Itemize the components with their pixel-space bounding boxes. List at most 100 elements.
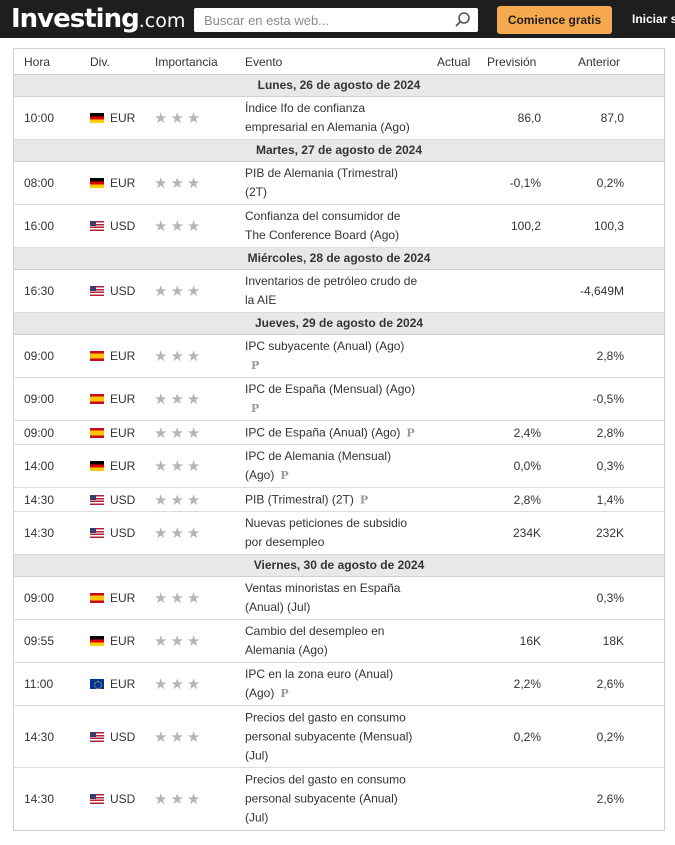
event-name-line: IPC de España (Mensual) (Ago) (245, 380, 435, 399)
header-forecast[interactable]: Previsión (487, 55, 537, 69)
currency-code: EUR (110, 425, 136, 440)
event-name-link[interactable]: Cambio del desempleo en Alemania (Ago) (245, 622, 435, 660)
event-name-text: (Anual) (Jul) (245, 600, 311, 614)
event-name-link[interactable]: Índice Ifo de confianza empresarial en Al… (245, 99, 435, 137)
table-row[interactable]: 08:00 EUR ★★★ PIB de Alemania (Trimestral) (… (14, 162, 664, 205)
event-name-text: Inventarios de petróleo crudo de (245, 274, 418, 288)
event-currency: EUR (90, 111, 135, 125)
event-name-line: Inventarios de petróleo crudo de (245, 272, 435, 291)
day-header: Lunes, 26 de agosto de 2024 (14, 75, 664, 97)
event-name-link[interactable]: IPC de España (Mensual) (Ago) P (245, 380, 435, 418)
table-row[interactable]: 11:00 EUR ★★★ IPC en la zona euro (Anual) (A… (14, 663, 664, 706)
search-icon[interactable] (454, 11, 472, 29)
event-name-link[interactable]: Precios del gasto en consumo personal sub… (245, 708, 435, 765)
event-currency: EUR (90, 459, 135, 473)
event-name-text: IPC de España (Anual) (Ago) (245, 425, 401, 439)
investing-logo[interactable]: Investing.com (11, 3, 185, 37)
header-event[interactable]: Evento (245, 55, 283, 69)
event-currency: EUR (90, 677, 135, 691)
event-name-text: PIB (Trimestral) (2T) (245, 492, 354, 506)
event-name-link[interactable]: IPC de Alemania (Mensual) (Ago) P (245, 447, 435, 485)
event-name-line: Precios del gasto en consumo (245, 771, 435, 790)
event-name-link[interactable]: PIB de Alemania (Trimestral) (2T) (245, 164, 435, 202)
event-name-link[interactable]: PIB (Trimestral) (2T) P (245, 490, 435, 509)
header-previous[interactable]: Anterior (578, 55, 621, 69)
preliminary-icon: P (251, 359, 260, 372)
flag-icon (90, 351, 104, 361)
start-free-button[interactable]: Comience gratis (497, 6, 612, 34)
event-name-link[interactable]: Precios del gasto en consumo personal sub… (245, 771, 435, 828)
event-name-line: P (245, 356, 435, 375)
event-name-link[interactable]: Ventas minoristas en España (Anual) (Jul) (245, 579, 435, 617)
forecast-value: 100,2 (510, 219, 541, 233)
event-name-line: The Conference Board (Ago) (245, 226, 435, 245)
login-link[interactable]: Iniciar s (632, 12, 675, 26)
event-name-line: la AIE (245, 291, 435, 310)
table-row[interactable]: 10:00 EUR ★★★ Índice Ifo de confianza empres… (14, 97, 664, 140)
flag-icon (90, 528, 104, 538)
event-name-text: personal subyacente (Anual) (245, 791, 398, 806)
event-name-line: IPC subyacente (Anual) (Ago) (245, 337, 435, 356)
table-row[interactable]: 09:00 EUR ★★★ IPC subyacente (Anual) (Ago) P… (14, 335, 664, 378)
table-row[interactable]: 16:30 USD ★★★ Inventarios de petróleo crudo… (14, 270, 664, 313)
event-currency: USD (90, 526, 135, 540)
event-name-link[interactable]: Nuevas peticiones de subsidio por desempl… (245, 514, 435, 552)
event-time: 09:00 (24, 349, 55, 363)
table-row[interactable]: 14:30 USD ★★★ Precios del gasto en consumo p… (14, 706, 664, 768)
logo-main-text: Investing (11, 4, 140, 34)
event-currency: USD (90, 792, 135, 806)
table-row[interactable]: 14:30 USD ★★★ Precios del gasto en consumo p… (14, 768, 664, 830)
event-name-line: Nuevas peticiones de subsidio (245, 514, 435, 533)
importance-stars-icon: ★★★ (154, 633, 204, 650)
table-row[interactable]: 09:00 EUR ★★★ Ventas minoristas en España (A… (14, 577, 664, 620)
event-currency: EUR (90, 591, 135, 605)
previous-value: 1,4% (596, 492, 624, 507)
currency-code: EUR (110, 392, 136, 406)
currency-code: EUR (110, 591, 136, 605)
table-row[interactable]: 14:30 USD ★★★ Nuevas peticiones de subsidio… (14, 512, 664, 555)
importance-stars-icon: ★★★ (154, 728, 204, 746)
importance-stars-icon: ★★★ (154, 458, 204, 475)
table-row[interactable]: 09:00 EUR ★★★ IPC de España (Mensual) (Ago)… (14, 378, 664, 421)
table-row[interactable]: 09:55 EUR ★★★ Cambio del desempleo en Aleman… (14, 620, 664, 663)
event-time: 16:30 (24, 284, 55, 298)
event-name-link[interactable]: IPC subyacente (Anual) (Ago) P (245, 337, 435, 375)
header-time[interactable]: Hora (24, 55, 51, 69)
header-actual[interactable]: Actual (437, 55, 471, 69)
table-row[interactable]: 14:30 USD ★★★ PIB (Trimestral) (2T) P 2,8% 1,4… (14, 488, 664, 512)
flag-icon (90, 461, 104, 471)
event-name-line: (Ago) P (245, 684, 435, 703)
importance-stars-icon: ★★★ (154, 491, 204, 509)
event-currency: EUR (90, 634, 135, 648)
event-name-text: Ventas minoristas en España (245, 581, 401, 595)
previous-value: 2,6% (596, 677, 624, 691)
table-row[interactable]: 14:00 EUR ★★★ IPC de Alemania (Mensual) (Ago… (14, 445, 664, 488)
flag-icon (90, 731, 104, 742)
event-name-line: (Ago) P (245, 466, 435, 485)
previous-value: -4,649M (579, 284, 624, 298)
event-name-line: (Anual) (Jul) (245, 598, 435, 617)
site-search-input[interactable]: Buscar en esta web... (194, 8, 478, 32)
table-row[interactable]: 09:00 EUR ★★★ IPC de España (Anual) (Ago) P 2… (14, 421, 664, 445)
currency-code: USD (110, 526, 136, 540)
event-name-text: Precios del gasto en consumo (245, 772, 406, 787)
flag-icon (90, 679, 104, 689)
previous-value: 2,8% (596, 425, 624, 440)
event-name-line: Alemania (Ago) (245, 641, 435, 660)
forecast-value: 0,0% (513, 459, 541, 473)
previous-value: 0,2% (596, 176, 624, 190)
previous-value: 232K (595, 526, 624, 540)
header-importance[interactable]: Importancia (155, 55, 218, 69)
event-name-text: (Jul) (245, 810, 269, 825)
economic-calendar-table: Hora Div. Importancia Evento Actual Prev… (13, 48, 665, 831)
event-name-link[interactable]: Confianza del consumidor de The Conferenc… (245, 207, 435, 245)
event-name-link[interactable]: IPC de España (Anual) (Ago) P (245, 423, 435, 442)
forecast-value: 2,2% (513, 677, 541, 691)
event-name-line: Cambio del desempleo en (245, 622, 435, 641)
flag-icon (90, 394, 104, 404)
importance-stars-icon: ★★★ (154, 590, 204, 607)
header-currency[interactable]: Div. (90, 55, 110, 69)
event-name-link[interactable]: Inventarios de petróleo crudo de la AIE (245, 272, 435, 310)
event-name-link[interactable]: IPC en la zona euro (Anual) (Ago) P (245, 665, 435, 703)
table-row[interactable]: 16:00 USD ★★★ Confianza del consumidor de Th… (14, 205, 664, 248)
